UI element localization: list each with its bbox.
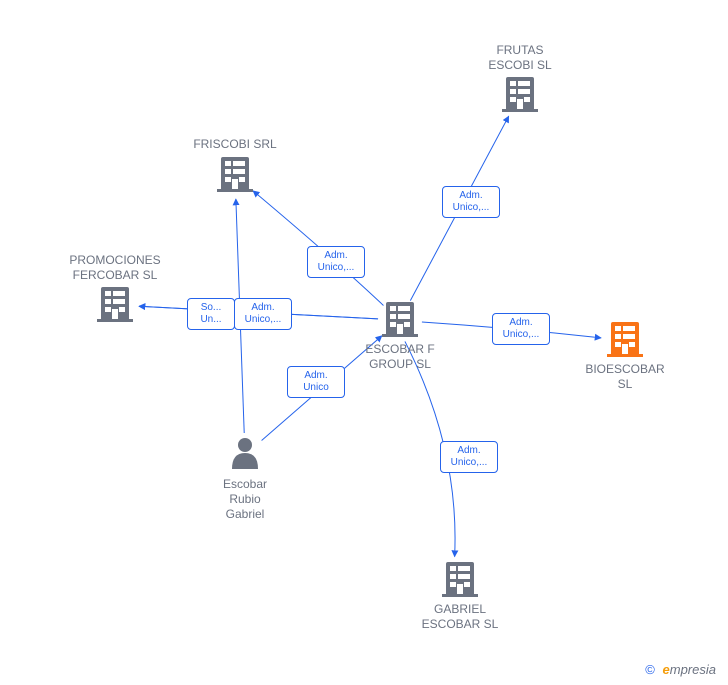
edge-label-line: Unico,... (449, 202, 493, 214)
node-label: EscobarRubioGabriel (190, 477, 300, 522)
edge-label: Adm.Unico,... (307, 246, 365, 278)
building-icon[interactable] (382, 302, 418, 337)
node-label-line: ESCOBAR SL (405, 617, 515, 632)
edge-label-line: So... (194, 302, 228, 314)
building-icon[interactable] (442, 562, 478, 597)
edge-label-line: Unico,... (447, 457, 491, 469)
edge-label: Adm.Unico,... (442, 186, 500, 218)
brand-e: e (663, 662, 670, 677)
edge-label-line: Unico,... (241, 314, 285, 326)
node-label: PROMOCIONESFERCOBAR SL (60, 253, 170, 283)
node-label-line: Escobar (190, 477, 300, 492)
edge-label-line: Adm. (241, 302, 285, 314)
node-label: FRISCOBI SRL (180, 137, 290, 152)
edge-label-line: Adm. (314, 250, 358, 262)
building-icon[interactable] (502, 77, 538, 112)
edge-label: So...Un... (187, 298, 235, 330)
edge-label-line: Adm. (447, 445, 491, 457)
edge-label: Adm.Unico,... (440, 441, 498, 473)
node-label-line: Gabriel (190, 507, 300, 522)
watermark: © empresia (645, 662, 716, 677)
copyright-symbol: © (645, 662, 655, 677)
building-icon[interactable] (97, 287, 133, 322)
building-icon[interactable] (607, 322, 643, 357)
edge-label-line: Unico (294, 382, 338, 394)
node-label-line: SL (570, 377, 680, 392)
edge-label-line: Adm. (499, 317, 543, 329)
node-label-line: FRUTAS (465, 43, 575, 58)
node-label: FRUTASESCOBI SL (465, 43, 575, 73)
node-label-line: GROUP SL (345, 357, 455, 372)
node-label-line: FERCOBAR SL (60, 268, 170, 283)
edge-label-line: Adm. (294, 370, 338, 382)
node-label: BIOESCOBARSL (570, 362, 680, 392)
edge-label-line: Unico,... (314, 262, 358, 274)
node-label-line: GABRIEL (405, 602, 515, 617)
edge-label: Adm.Unico (287, 366, 345, 398)
person-icon[interactable] (232, 438, 258, 469)
node-label-line: Rubio (190, 492, 300, 507)
node-label-line: ESCOBAR F (345, 342, 455, 357)
edge-label-line: Unico,... (499, 329, 543, 341)
node-label: ESCOBAR FGROUP SL (345, 342, 455, 372)
building-icon[interactable] (217, 157, 253, 192)
edge-label: Adm.Unico,... (492, 313, 550, 345)
edge-label-line: Adm. (449, 190, 493, 202)
brand-rest: mpresia (670, 662, 716, 677)
node-label-line: PROMOCIONES (60, 253, 170, 268)
node-label-line: BIOESCOBAR (570, 362, 680, 377)
node-label: GABRIELESCOBAR SL (405, 602, 515, 632)
edge-label: Adm.Unico,... (234, 298, 292, 330)
edge-label-line: Un... (194, 314, 228, 326)
node-label-line: FRISCOBI SRL (180, 137, 290, 152)
node-label-line: ESCOBI SL (465, 58, 575, 73)
